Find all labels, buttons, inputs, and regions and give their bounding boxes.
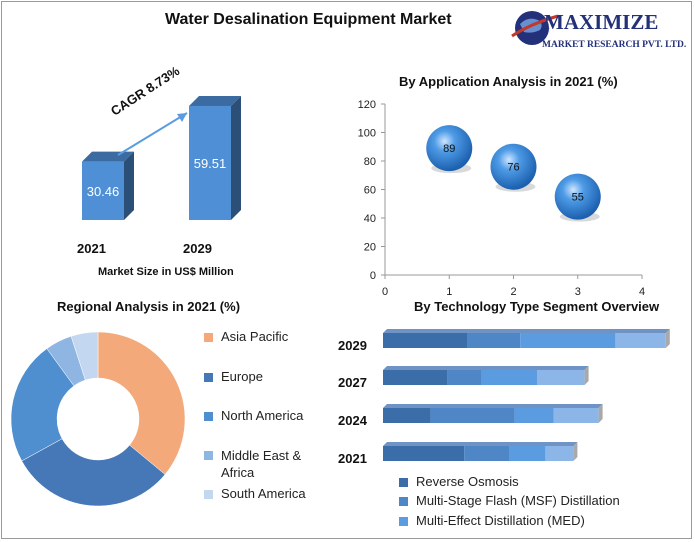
legend-item: South America (204, 486, 306, 501)
logo-line1: MAXIMIZE (544, 10, 658, 34)
point-label: 76 (507, 162, 519, 174)
bar-value-label: 30.46 (87, 184, 120, 199)
bar-top (189, 95, 241, 106)
category-label: 2021 (338, 451, 367, 466)
market-size-xlabel: Market Size in US$ Million (98, 266, 234, 278)
main-title: Water Desalination Equipment Market (165, 11, 452, 28)
legend-swatch (204, 490, 213, 499)
point-label: 55 (572, 192, 584, 204)
bar-top (383, 442, 578, 446)
legend-swatch (204, 333, 213, 342)
legend-label: Multi-Stage Flash (MSF) Distillation (416, 493, 620, 508)
bar (82, 161, 124, 220)
y-tick-label: 40 (364, 213, 376, 225)
legend-swatch (399, 517, 408, 526)
legend-item: Reverse Osmosis (399, 474, 519, 489)
x-tick-label: 2 (510, 286, 516, 298)
bar-segment (383, 408, 431, 423)
bar-side (665, 329, 670, 348)
bar-segment (520, 333, 616, 348)
y-tick-label: 0 (370, 270, 376, 282)
y-tick-label: 20 (364, 242, 376, 254)
x-tick-label: 3 (575, 286, 581, 298)
cagr-arrow (117, 112, 188, 156)
logo-line2: MARKET RESEARCH PVT. LTD. (542, 40, 686, 50)
legend-label: Middle East & Africa (221, 448, 302, 480)
donut-slice (97, 331, 186, 475)
bar (189, 105, 231, 220)
x-tick-label: 4 (639, 286, 645, 298)
bar-segment (545, 446, 574, 461)
category-label: 2024 (338, 413, 368, 428)
x-tick-label: 0 (382, 286, 388, 298)
bar-value-label: 59.51 (194, 156, 227, 171)
scatter-point (554, 173, 601, 220)
legend-label: Multi-Effect Distillation (MED) (416, 513, 585, 528)
bar-segment (447, 370, 481, 385)
bar-segment (383, 446, 465, 461)
company-logo: MAXIMIZE MARKET RESEARCH PVT. LTD. (511, 10, 686, 50)
bar-segment (514, 408, 554, 423)
legend-swatch (399, 478, 408, 487)
bar-side (573, 442, 578, 461)
bar-segment (383, 333, 467, 348)
bar-segment (537, 370, 585, 385)
legend-label: North America (221, 408, 304, 423)
bar-segment (383, 370, 448, 385)
legend-item: Multi-Effect Distillation (MED) (399, 513, 585, 528)
legend-item: Multi-Stage Flash (MSF) Distillation (399, 493, 620, 508)
bar-top (383, 366, 589, 370)
legend-label: Reverse Osmosis (416, 474, 519, 489)
donut-slice (21, 438, 166, 507)
donut-slice (70, 331, 99, 381)
scatter-point (426, 125, 473, 172)
category-label: 2029 (338, 338, 367, 353)
bar-segment (615, 333, 666, 348)
cagr-arrowhead (177, 113, 187, 122)
legend-item: North America (204, 408, 303, 423)
regional-chart-title: Regional Analysis in 2021 (%) (57, 299, 241, 314)
bar-segment (430, 408, 515, 423)
x-tick-label: 1 (446, 286, 452, 298)
y-tick-label: 80 (364, 156, 376, 168)
y-tick-label: 60 (364, 185, 376, 197)
bar-side (598, 404, 603, 423)
category-label: 2027 (338, 375, 367, 390)
donut-slice (10, 348, 75, 462)
bar-side (231, 95, 241, 220)
category-label: 2029 (183, 241, 212, 256)
bar-side (584, 366, 589, 385)
bar-top (383, 404, 603, 408)
application-chart-title: By Application Analysis in 2021 (%) (399, 74, 618, 89)
y-tick-label: 120 (358, 99, 376, 111)
legend-item: Europe (204, 369, 263, 384)
category-label: 2021 (77, 241, 106, 256)
bar-segment (464, 446, 509, 461)
legend-swatch (204, 373, 213, 382)
bar-segment (509, 446, 546, 461)
y-tick-label: 100 (358, 128, 376, 140)
legend-swatch (204, 451, 213, 460)
bar-top (383, 329, 670, 333)
legend-item: Asia Pacific (204, 329, 288, 344)
legend-swatch (399, 497, 408, 506)
technology-chart-title: By Technology Type Segment Overview (414, 299, 660, 314)
legend-swatch (204, 412, 213, 421)
legend-item: Middle East & Africa (204, 447, 304, 481)
legend-label: Asia Pacific (221, 329, 289, 344)
scatter-point (490, 143, 537, 190)
bar-side (124, 151, 134, 220)
legend-label: Europe (221, 369, 263, 384)
point-label: 89 (443, 143, 455, 155)
bar-segment (467, 333, 521, 348)
legend-label: South America (221, 486, 306, 501)
bar-segment (553, 408, 599, 423)
bar-segment (481, 370, 537, 385)
